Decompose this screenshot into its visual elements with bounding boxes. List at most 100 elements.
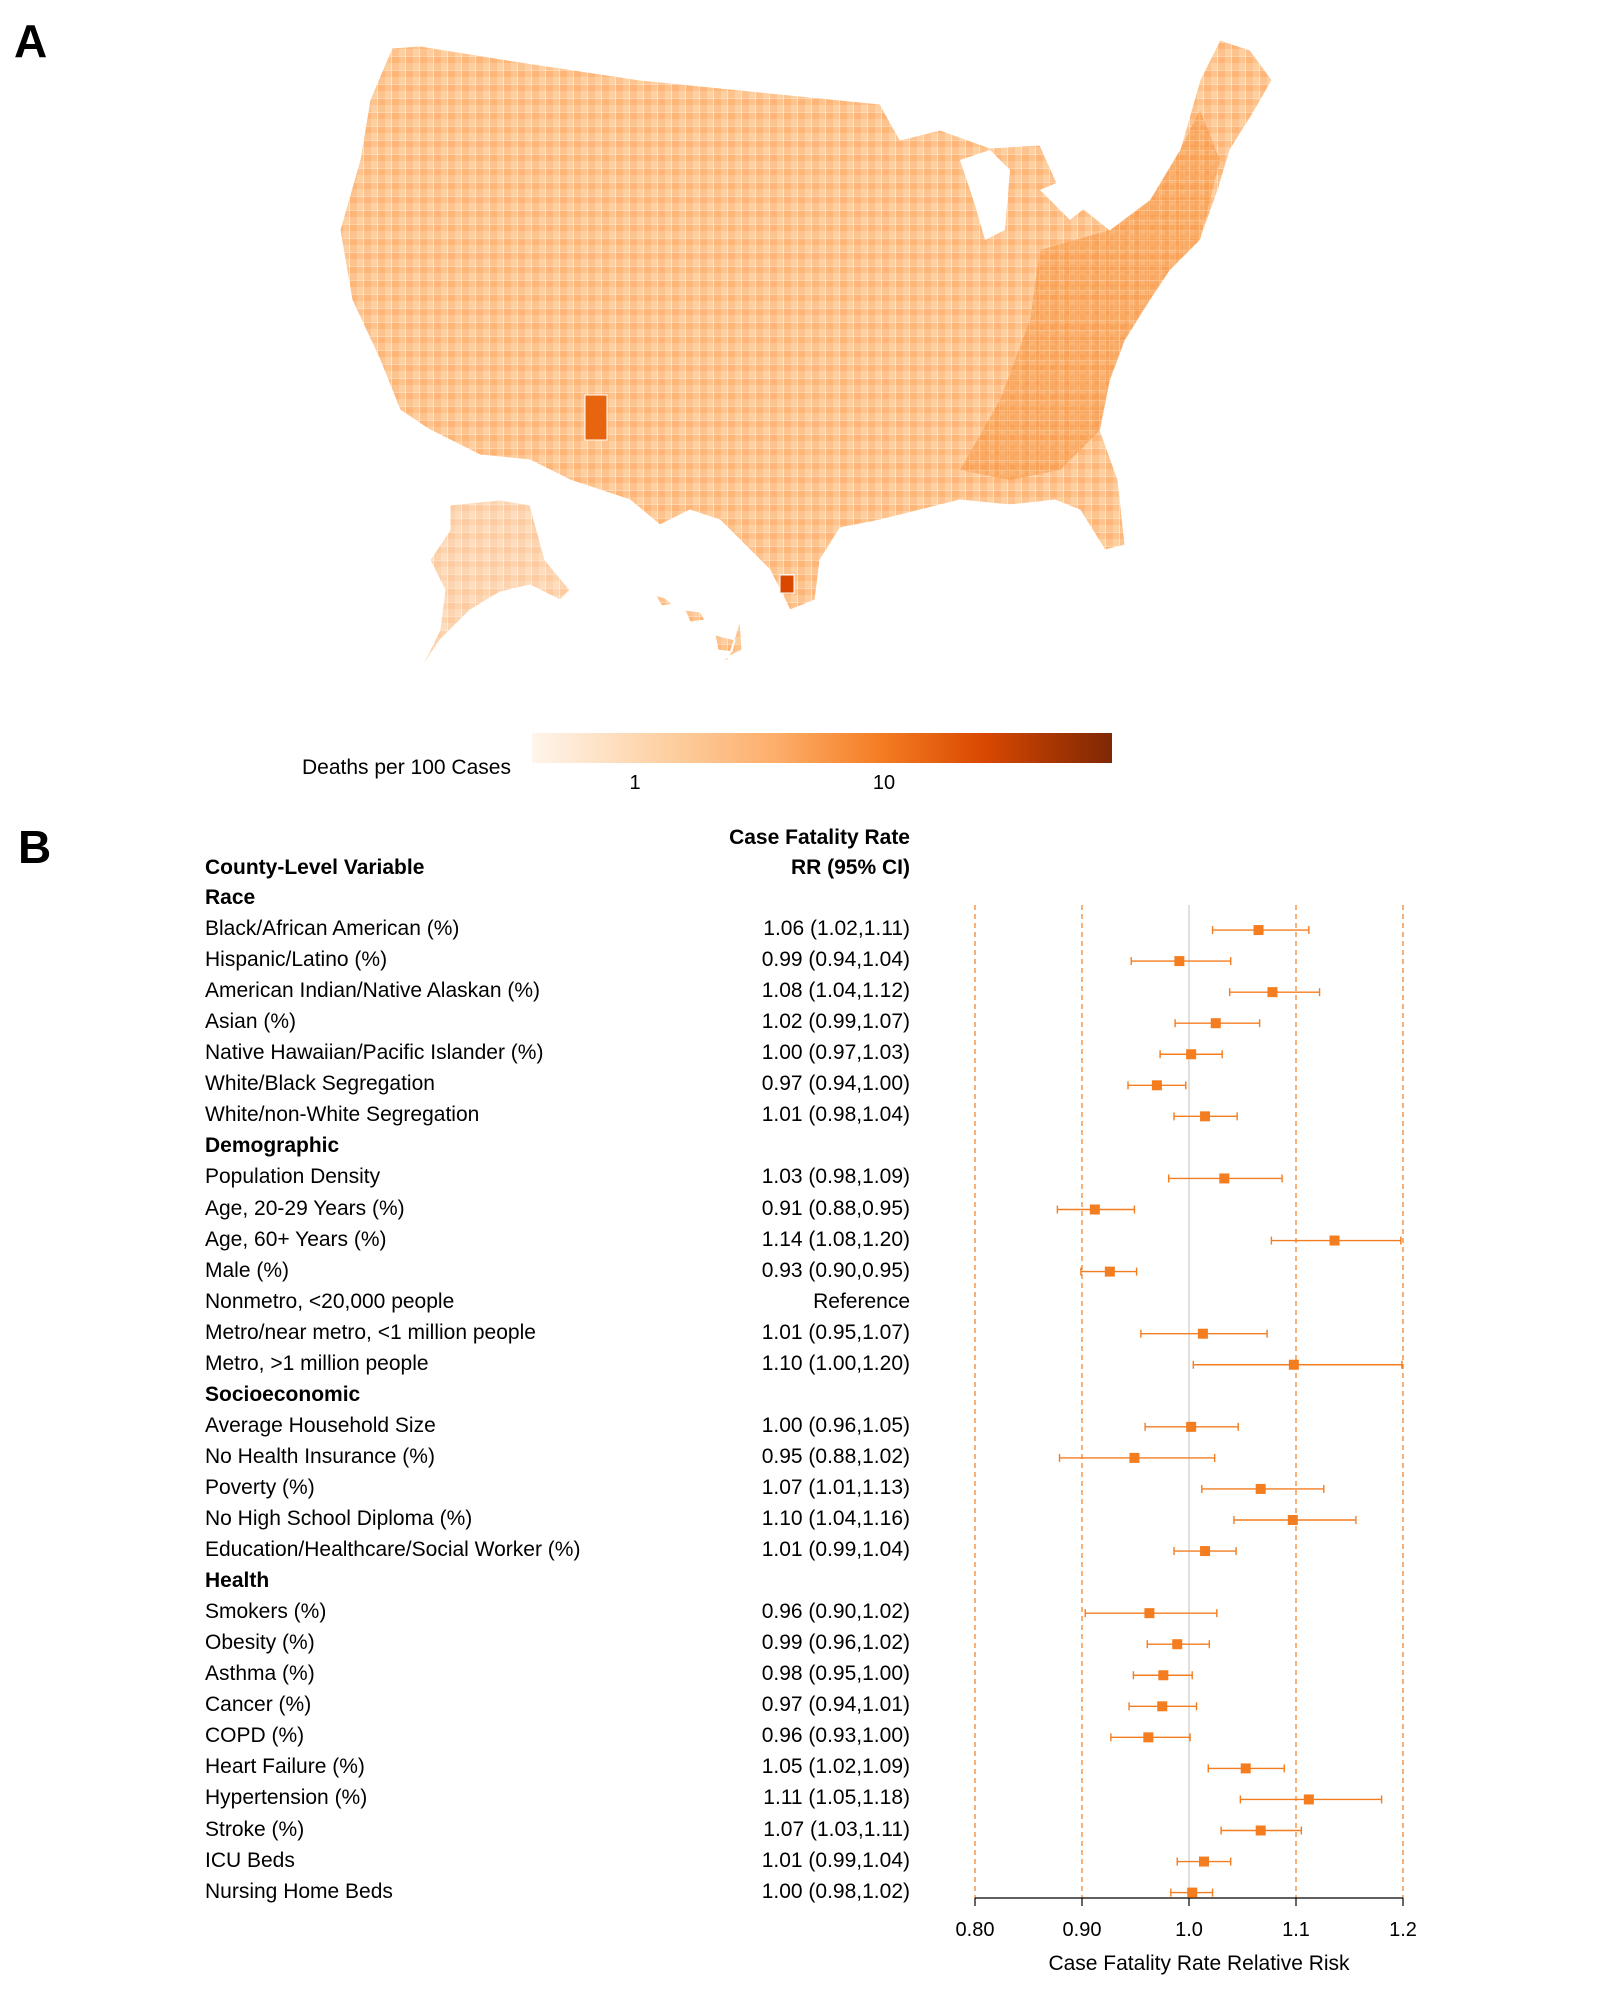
rr-ci-text: 0.97 (0.94,1.01) (761, 1693, 910, 1717)
eastern-region-shape (960, 110, 1220, 480)
x-tick-label-0: 0.80 (956, 1919, 995, 1941)
variable-label: Stroke (%) (205, 1817, 305, 1841)
x-tick-label-2: 1.0 (1175, 1919, 1203, 1941)
rr-ci-text: 1.08 (1.04,1.12) (761, 979, 910, 1003)
point-estimate (1255, 1483, 1266, 1494)
point-estimate (1253, 925, 1264, 936)
x-axis-title: Case Fatality Rate Relative Risk (1048, 1952, 1350, 1975)
point-estimate (1200, 1546, 1211, 1557)
rr-ci-text: 0.99 (0.96,1.02) (761, 1631, 910, 1655)
variable-label: White/non-White Segregation (205, 1103, 480, 1127)
variable-label: Black/African American (%) (205, 917, 460, 941)
x-tick-label-4: 1.2 (1389, 1919, 1417, 1941)
variable-label: ICU Beds (205, 1848, 295, 1872)
variable-label: Asian (%) (205, 1010, 297, 1034)
variable-label: COPD (%) (205, 1724, 305, 1748)
point-estimate (1255, 1825, 1266, 1836)
variable-label: Age, 60+ Years (%) (205, 1227, 387, 1251)
variable-label: Metro, >1 million people (205, 1351, 429, 1375)
point-estimate (1197, 1328, 1208, 1339)
rr-ci-text: 1.03 (0.98,1.09) (761, 1165, 910, 1189)
variable-label: Age, 20-29 Years (%) (205, 1196, 405, 1220)
rr-ci-text: 1.07 (1.01,1.13) (761, 1475, 910, 1499)
point-estimate (1144, 1608, 1155, 1619)
section-header: Race (205, 886, 256, 909)
variable-label: Nonmetro, <20,000 people (205, 1289, 455, 1313)
variable-label: White/Black Segregation (205, 1072, 435, 1096)
table-header-rr-line2: RR (95% CI) (790, 856, 910, 879)
map-legend-colorbar (532, 733, 1112, 763)
point-estimate (1186, 1049, 1197, 1060)
lake-huron-shape (1040, 175, 1095, 220)
x-tick-label-1: 0.90 (1063, 1919, 1102, 1941)
rr-ci-text: 1.14 (1.08,1.20) (761, 1227, 910, 1251)
point-estimate (1129, 1452, 1140, 1463)
point-estimate (1104, 1266, 1115, 1277)
point-estimate (1186, 1421, 1197, 1432)
variable-label: Hispanic/Latino (%) (205, 948, 388, 972)
point-estimate (1200, 1111, 1211, 1122)
variable-label: Poverty (%) (205, 1475, 315, 1499)
point-estimate (1267, 987, 1278, 998)
point-estimate (1158, 1670, 1169, 1681)
point-estimate (1288, 1359, 1299, 1370)
point-estimate (1219, 1173, 1230, 1184)
rr-ci-text: 0.96 (0.93,1.00) (761, 1724, 910, 1748)
point-estimate (1089, 1204, 1100, 1215)
table-header-variable: County-Level Variable (205, 856, 425, 879)
variable-label: American Indian/Native Alaskan (%) (205, 979, 540, 1003)
rr-ci-text: 1.00 (0.98,1.02) (761, 1879, 910, 1903)
great-lakes-shape (960, 150, 1010, 240)
rr-ci-text: 0.97 (0.94,1.00) (761, 1072, 910, 1096)
variable-label: Asthma (%) (205, 1662, 315, 1686)
rr-ci-text: 1.10 (1.04,1.16) (761, 1507, 910, 1530)
variable-label: Native Hawaiian/Pacific Islander (%) (205, 1041, 544, 1065)
point-estimate (1157, 1701, 1168, 1712)
rr-ci-text: 0.98 (0.95,1.00) (761, 1662, 910, 1686)
point-estimate (1210, 1018, 1221, 1029)
rr-ci-text: 1.01 (0.99,1.04) (761, 1848, 910, 1872)
rr-ci-text: Reference (813, 1289, 910, 1313)
section-header: Socioeconomic (205, 1382, 361, 1406)
rr-ci-text: 1.00 (0.97,1.03) (761, 1041, 910, 1065)
point-estimate (1151, 1080, 1162, 1091)
variable-label: Hypertension (%) (205, 1786, 368, 1810)
map-legend-tick-1: 1 (629, 772, 641, 794)
variable-label: Nursing Home Beds (205, 1879, 393, 1903)
point-estimate (1303, 1794, 1314, 1805)
table-header-rr-line1: Case Fatality Rate (729, 826, 910, 849)
variable-label: Heart Failure (%) (205, 1755, 365, 1779)
section-header: Demographic (205, 1134, 340, 1158)
rr-ci-text: 1.01 (0.98,1.04) (761, 1103, 910, 1127)
point-estimate (1198, 1856, 1209, 1867)
rr-ci-text: 0.96 (0.90,1.02) (761, 1600, 910, 1624)
map-legend-title: Deaths per 100 Cases (302, 756, 511, 779)
point-estimate (1143, 1732, 1154, 1743)
point-estimate (1172, 1639, 1183, 1650)
us-county-map (339, 39, 1273, 671)
rr-ci-text: 1.01 (0.95,1.07) (761, 1320, 910, 1344)
alaska-shape (419, 499, 571, 671)
variable-label: Smokers (%) (205, 1600, 327, 1624)
variable-label: Education/Healthcare/Social Worker (%) (205, 1538, 581, 1562)
rr-ci-text: 1.05 (1.02,1.09) (761, 1755, 910, 1779)
point-estimate (1329, 1235, 1340, 1246)
point-estimate (1174, 956, 1185, 967)
variable-label: No Health Insurance (%) (205, 1444, 435, 1468)
map-legend-tick-10: 10 (872, 772, 896, 794)
panel-label-a: A (14, 15, 48, 67)
variable-label: No High School Diploma (%) (205, 1507, 473, 1530)
section-header: Health (205, 1569, 270, 1593)
rr-ci-text: 0.93 (0.90,0.95) (761, 1258, 910, 1282)
southwest-hotspot (584, 394, 608, 441)
variable-label: Population Density (205, 1165, 381, 1189)
rr-ci-text: 1.00 (0.96,1.05) (761, 1413, 910, 1437)
variable-label: Obesity (%) (205, 1631, 315, 1655)
variable-label: Metro/near metro, <1 million people (205, 1320, 536, 1344)
rr-ci-text: 1.10 (1.00,1.20) (761, 1351, 910, 1375)
rr-ci-text: 0.99 (0.94,1.04) (761, 948, 910, 972)
rr-ci-text: 1.01 (0.99,1.04) (761, 1538, 910, 1562)
x-tick-label-3: 1.1 (1282, 1919, 1310, 1941)
variable-label: Average Household Size (205, 1413, 436, 1437)
